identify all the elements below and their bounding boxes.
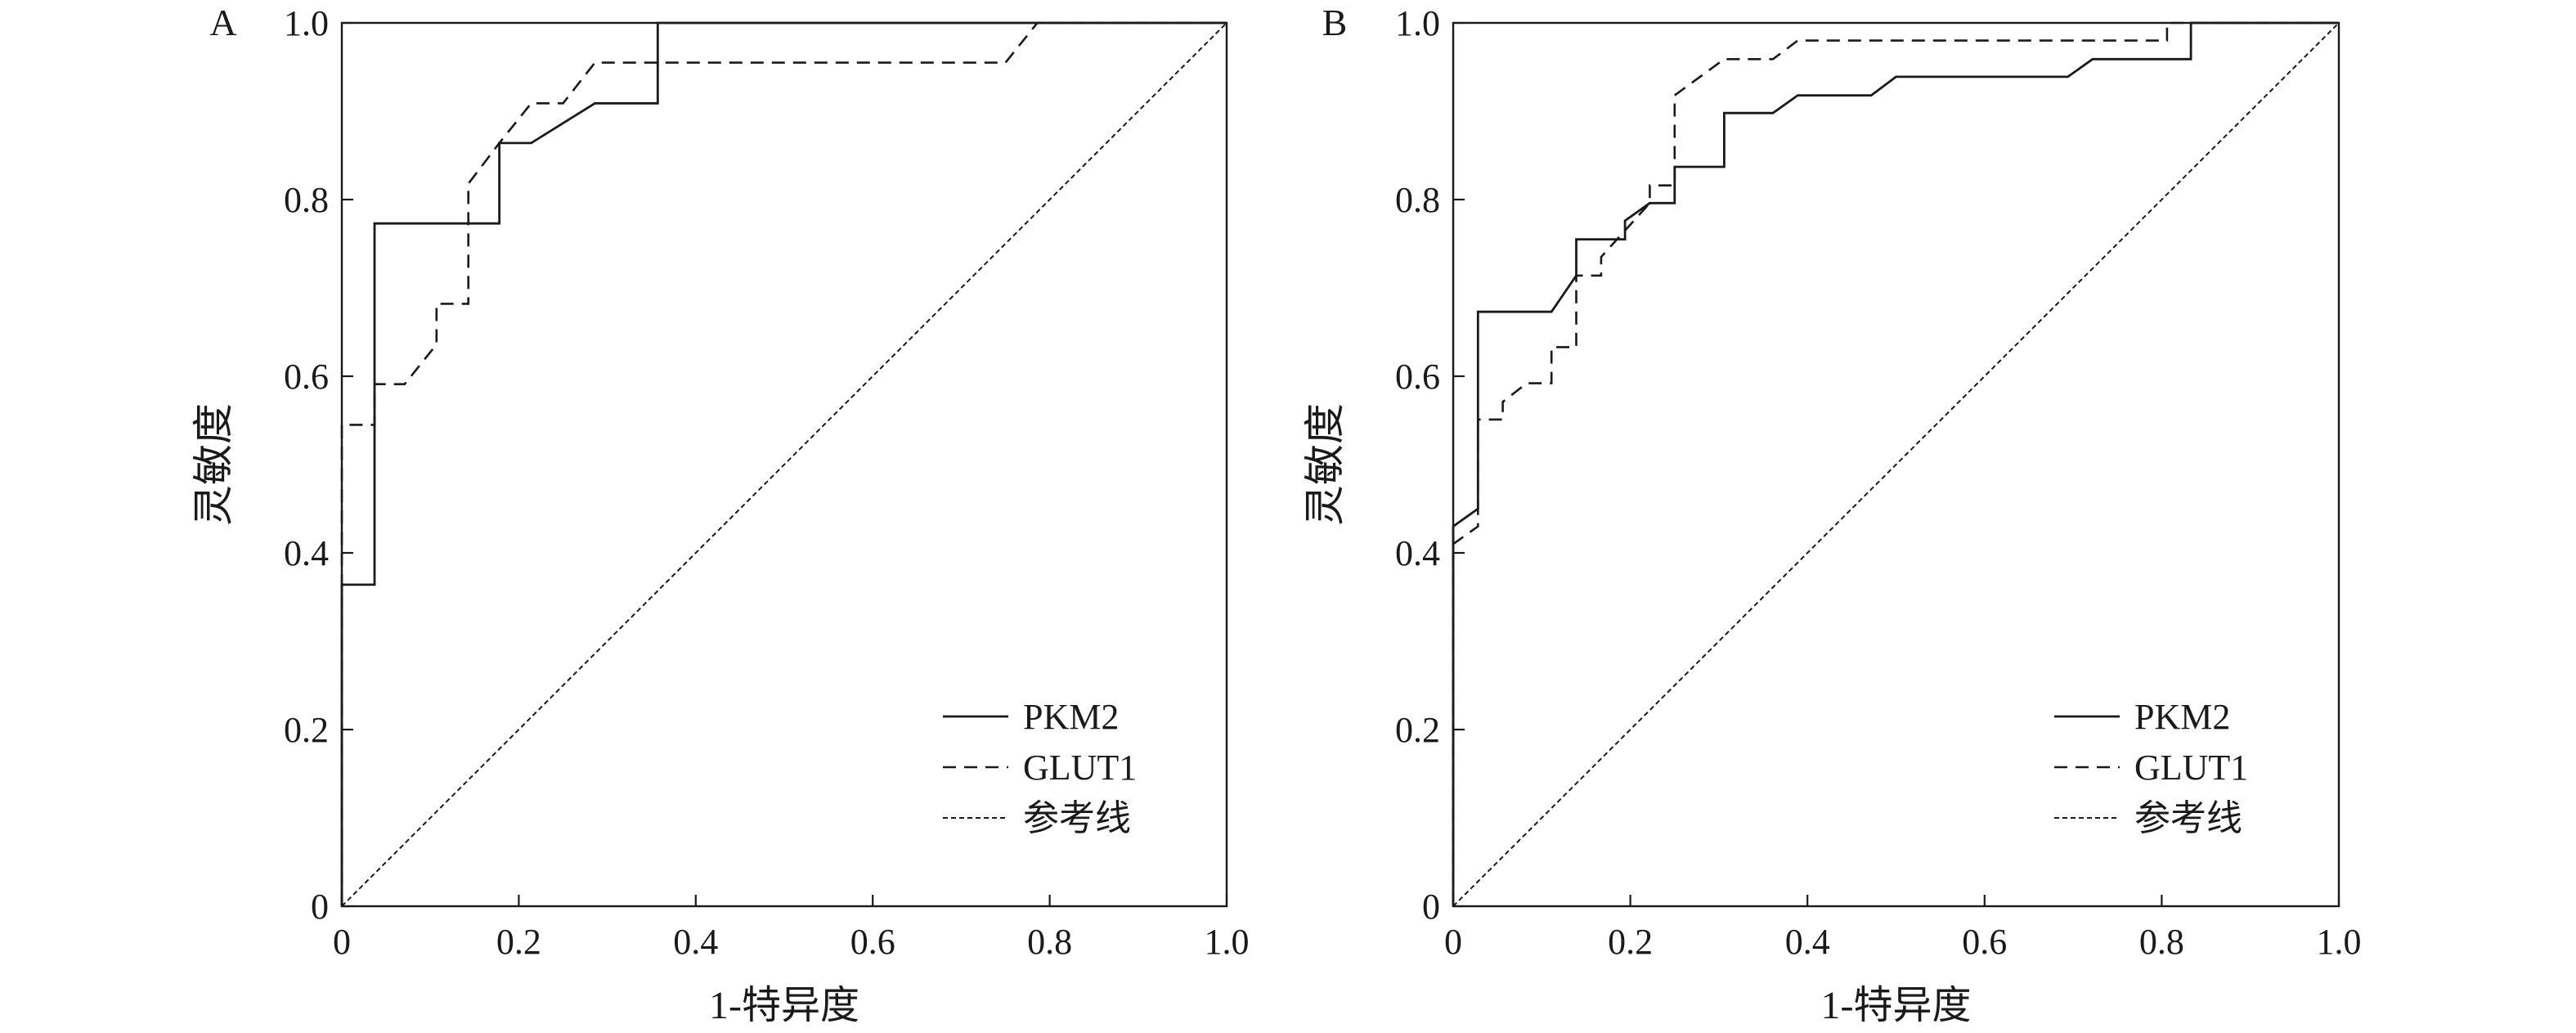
y-tick-label: 0.8 <box>1395 180 1440 220</box>
panel-label: A <box>209 2 236 43</box>
y-tick-label: 0 <box>311 887 329 927</box>
y-tick-label: 0.4 <box>284 533 329 573</box>
y-tick-label: 0.2 <box>284 710 329 750</box>
series-line-reference <box>341 22 1227 907</box>
x-tick-label: 0.6 <box>850 922 895 962</box>
x-tick-label: 0 <box>333 922 351 962</box>
series-line-glut1 <box>1452 21 2339 906</box>
y-tick-label: 0.6 <box>284 357 329 397</box>
x-tick-label: 0 <box>1444 922 1462 962</box>
legend-label: 参考线 <box>2134 798 2242 838</box>
series-line-reference <box>1452 22 2340 907</box>
series-line-pkm2 <box>1452 21 2339 906</box>
y-tick-label: 1.0 <box>284 3 329 43</box>
x-tick-label: 0.6 <box>1962 922 2007 962</box>
y-tick-label: 0.4 <box>1395 533 1440 573</box>
x-tick-label: 1.0 <box>2317 922 2362 962</box>
legend-label: 参考线 <box>1023 798 1131 838</box>
roc-panel-a: 0 0.2 0.4 0.6 0.8 1.0 0 0.2 0.4 0.6 0.8 1.0 A 1-特异度 灵敏… <box>191 2 1250 1027</box>
x-tick-label: 0.8 <box>1027 922 1072 962</box>
roc-panel-b: 0 0.2 0.4 0.6 0.8 1.0 0 0.2 0.4 0.6 0.8 1.0 B 1-特异度 灵敏… <box>1302 2 2362 1027</box>
y-axis-title: 灵敏度 <box>1302 403 1348 526</box>
y-tick-label: 1.0 <box>1395 3 1440 43</box>
y-tick-label: 0.6 <box>1395 357 1440 397</box>
y-tick-label: 0.8 <box>284 180 329 220</box>
series-line-glut1 <box>340 21 1227 906</box>
y-axis-title: 灵敏度 <box>191 403 236 526</box>
x-axis-title: 1-特异度 <box>1821 984 1972 1027</box>
plot-frame <box>1452 21 2340 908</box>
x-tick-label: 0.8 <box>2139 922 2184 962</box>
x-tick-label: 0.4 <box>673 922 718 962</box>
x-tick-label: 0.4 <box>1785 922 1830 962</box>
legend-label: PKM2 <box>1023 697 1119 737</box>
legend-label: GLUT1 <box>1023 748 1137 788</box>
legend-label: PKM2 <box>2134 697 2230 737</box>
x-tick-label: 0.2 <box>496 922 541 962</box>
legend-label: GLUT1 <box>2134 748 2248 788</box>
x-tick-label: 1.0 <box>1205 922 1250 962</box>
x-tick-label: 0.2 <box>1608 922 1653 962</box>
y-tick-label: 0.2 <box>1395 710 1440 750</box>
x-axis-title: 1-特异度 <box>709 984 859 1027</box>
y-tick-label: 0 <box>1422 887 1440 927</box>
panel-label: B <box>1322 2 1348 43</box>
